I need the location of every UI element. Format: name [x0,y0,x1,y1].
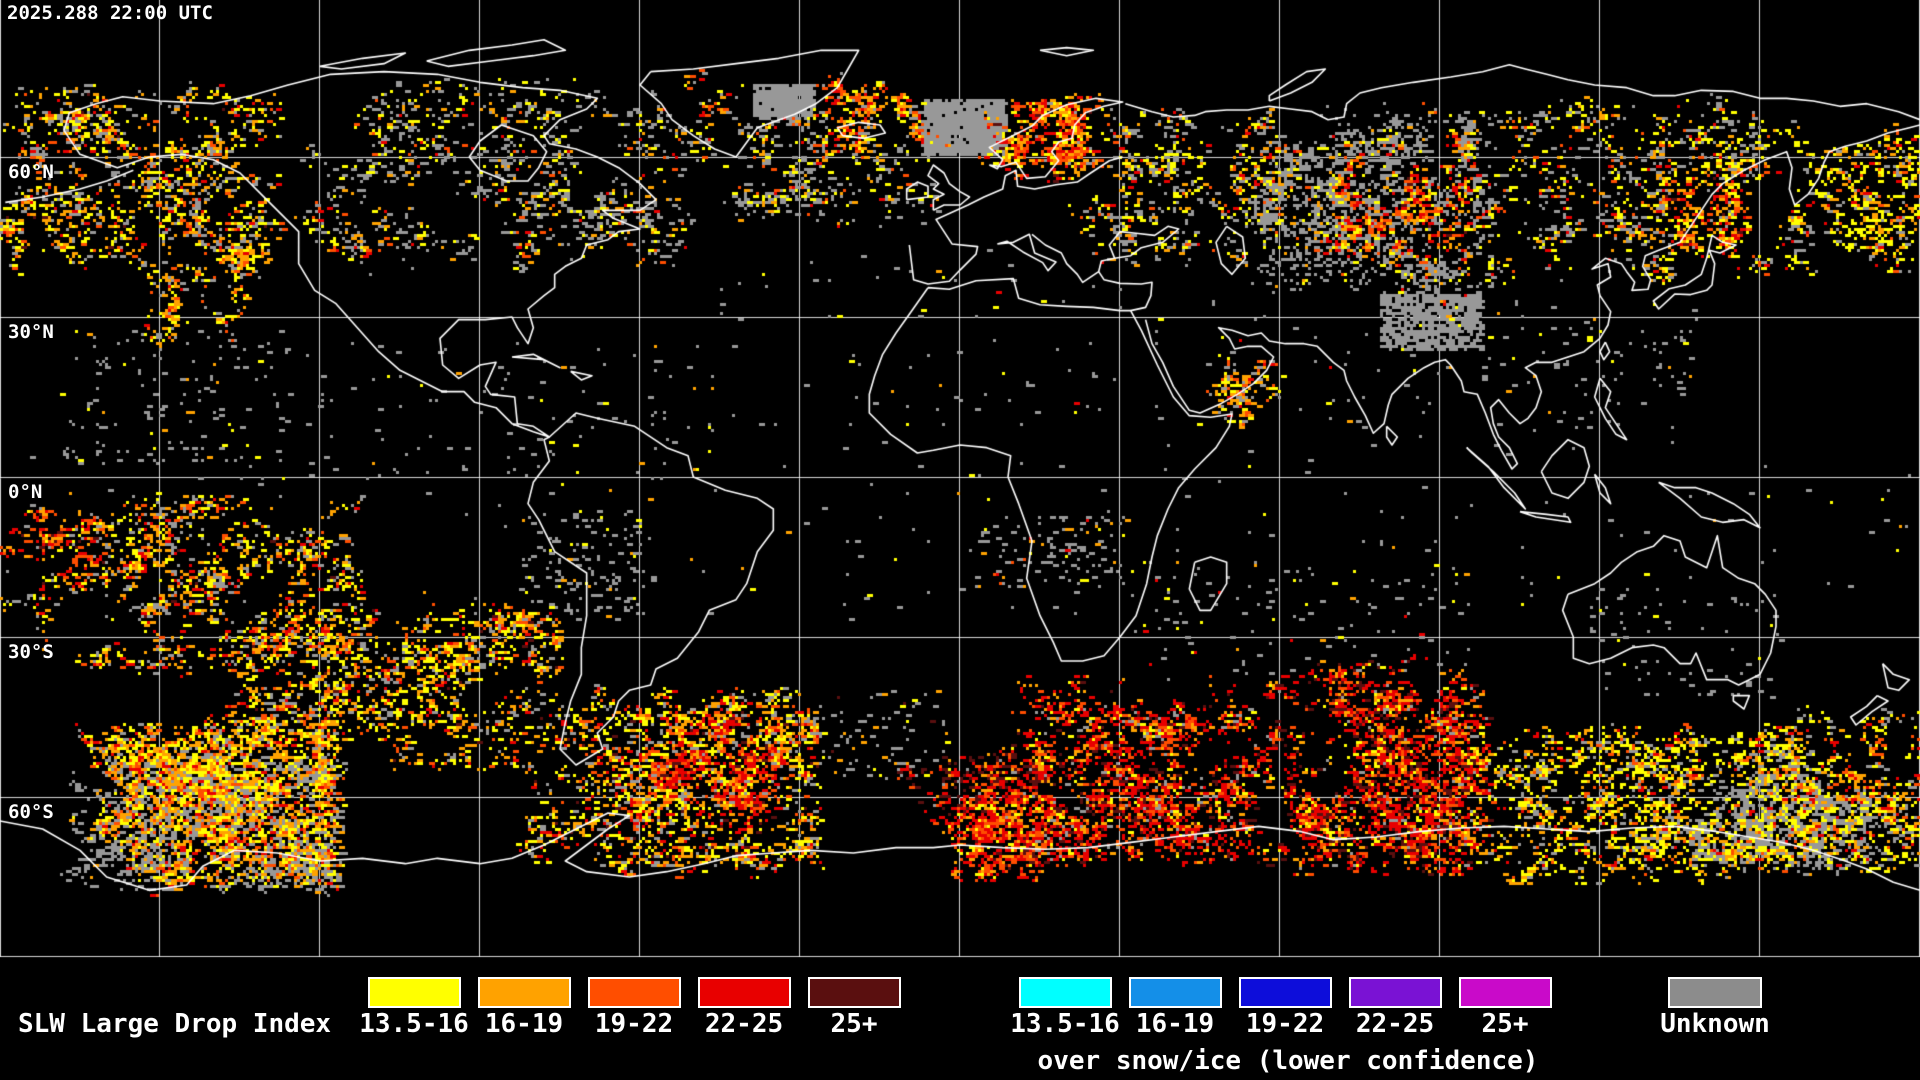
legend-swatch-snowice-3 [1349,977,1442,1008]
legend-swatch-standard-4 [808,977,901,1008]
latitude-label-4: 60°S [8,801,54,823]
legend-unknown-swatch [1668,977,1762,1008]
legend-range-label-standard-4: 25+ [830,1009,878,1039]
legend-range-label-snowice-1: 16-19 [1135,1009,1215,1039]
latitude-label-1: 30°N [8,321,54,343]
legend-swatch-snowice-0 [1019,977,1112,1008]
legend-swatch-snowice-2 [1239,977,1332,1008]
latitude-label-3: 30°S [8,641,54,663]
legend-range-label-snowice-4: 25+ [1481,1009,1529,1039]
latitude-label-0: 60°N [8,161,54,183]
legend-swatch-snowice-4 [1459,977,1552,1008]
legend-snow-ice-caption: over snow/ice (lower confidence) [1037,1046,1539,1076]
legend-range-label-standard-2: 19-22 [594,1009,674,1039]
legend-unknown-label: Unknown [1660,1009,1770,1039]
legend-range-label-standard-1: 16-19 [484,1009,564,1039]
legend-range-label-snowice-0: 13.5-16 [1010,1009,1120,1039]
legend-title: SLW Large Drop Index [18,1009,332,1039]
legend-swatch-standard-1 [478,977,571,1008]
legend-swatch-standard-2 [588,977,681,1008]
legend-range-label-standard-0: 13.5-16 [359,1009,469,1039]
world-map-canvas [0,0,1920,958]
legend-swatch-snowice-1 [1129,977,1222,1008]
legend-range-label-snowice-3: 22-25 [1355,1009,1435,1039]
legend-range-label-standard-3: 22-25 [704,1009,784,1039]
legend-swatch-standard-3 [698,977,791,1008]
legend-swatch-standard-0 [368,977,461,1008]
timestamp-label: 2025.288 22:00 UTC [7,2,213,24]
legend-range-label-snowice-2: 19-22 [1245,1009,1325,1039]
latitude-label-2: 0°N [8,481,43,503]
